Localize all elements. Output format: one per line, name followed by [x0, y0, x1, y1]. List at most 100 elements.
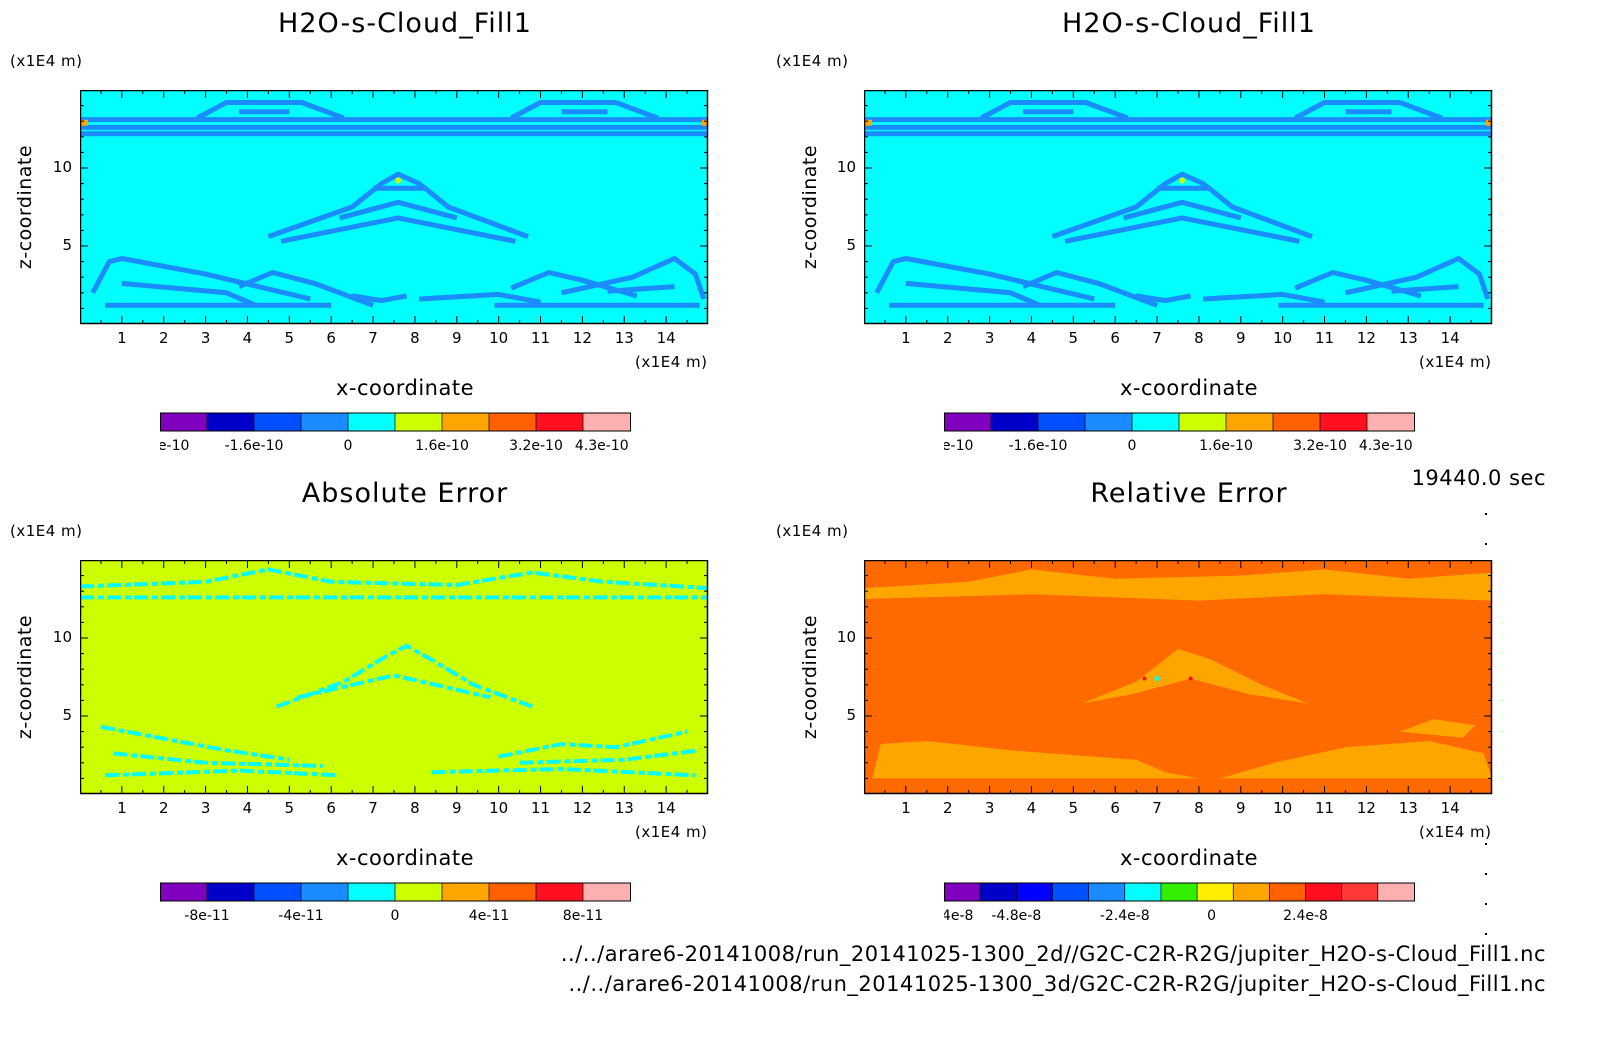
dot-marker	[1485, 543, 1487, 545]
x-tick-label: 10	[1273, 799, 1293, 817]
file-path-2d: ../../arare6-20141008/run_20141025-1300_…	[560, 942, 1546, 966]
colorbar-label: 2.4e-8	[1283, 908, 1328, 924]
colorbar-label: 0	[391, 908, 400, 924]
colorbar: -3.1e-10 -1.6e-10 0 1.6e-10 3.2e-10 4.3e-10	[160, 412, 631, 454]
contour-line	[80, 567, 709, 591]
field-patches	[864, 569, 1492, 779]
heatmap-plot	[80, 560, 709, 795]
colorbar-swatch	[207, 413, 255, 431]
dot-marker	[1485, 933, 1487, 935]
peak-marker	[1188, 676, 1193, 681]
colorbar-swatch	[1016, 883, 1053, 901]
edge-marker	[864, 119, 872, 126]
contour-line	[510, 100, 659, 121]
x-tick-label: 11	[530, 799, 551, 817]
contour-line	[905, 280, 1041, 308]
contour-line	[431, 766, 696, 778]
colorbar-swatch	[583, 883, 631, 901]
x-tick-label: 6	[1110, 329, 1120, 347]
colorbar-swatch	[536, 413, 584, 431]
chart-title: Absolute Error	[301, 478, 509, 509]
dot-marker	[1485, 903, 1487, 905]
colorbar-label: -4e-11	[278, 908, 323, 924]
x-tick-label: 6	[1110, 799, 1120, 817]
field-contours	[864, 100, 1492, 308]
contour-line	[1202, 291, 1325, 305]
colorbar-label: -3.1e-10	[944, 438, 973, 454]
colorbar-label: -2.4e-8	[1100, 908, 1150, 924]
colorbar-swatch	[1341, 883, 1379, 901]
colorbar-swatch	[160, 413, 208, 431]
contour-line	[338, 199, 458, 221]
field-patch	[1399, 719, 1476, 738]
colorbar-frame	[160, 882, 631, 902]
contour-line	[607, 284, 675, 294]
y-tick-label: 5	[846, 236, 856, 254]
contour-line	[196, 100, 345, 121]
y-unit-label: (x1E4 m)	[10, 52, 83, 70]
x-tick-label: 5	[1068, 799, 1079, 817]
colorbar: -6.64e-8 -4.8e-8 -2.4e-8 0 2.4e-8	[944, 882, 1415, 924]
contour-line	[1135, 293, 1192, 304]
x-tick-label: 11	[530, 329, 551, 347]
colorbar-swatch	[1160, 883, 1198, 901]
colorbar-swatch	[489, 413, 537, 431]
colorbar-swatch	[1320, 413, 1368, 431]
x-tick-label: 2	[158, 799, 169, 817]
contour-line	[560, 256, 707, 300]
y-tick-label: 5	[846, 706, 856, 724]
colorbar-swatch	[160, 883, 208, 901]
x-tick-label: 1	[117, 799, 127, 817]
colorbar-label: 4e-11	[469, 908, 509, 924]
x-tick-label: 9	[1236, 799, 1246, 817]
colorbar-swatch	[254, 883, 302, 901]
x-tick-label: 7	[1152, 329, 1162, 347]
colorbar-swatch	[301, 413, 349, 431]
colorbar-label: 0	[1207, 908, 1216, 924]
colorbar-swatch	[1052, 883, 1090, 901]
colorbar-label: 1.6e-10	[1199, 438, 1253, 454]
x-tick-label: 14	[1440, 329, 1460, 347]
chart-panel-bottom-right: Relative Error (x1E4 m) z-coordinate (x1…	[776, 470, 1584, 950]
colorbar-swatch	[1269, 883, 1307, 901]
field-patch	[1081, 648, 1308, 704]
colorbar-swatch	[1367, 413, 1415, 431]
field-patch	[864, 569, 1492, 601]
x-tick-label: 4	[242, 329, 253, 347]
x-tick-label: 7	[368, 329, 378, 347]
field-contours	[80, 100, 708, 308]
x-tick-label: 14	[656, 329, 676, 347]
time-stamp: 19440.0 sec	[1411, 466, 1546, 490]
dot-marker	[1485, 873, 1487, 875]
y-tick-label: 10	[52, 158, 72, 176]
colorbar-swatch	[980, 883, 1017, 901]
field-patch	[872, 741, 1199, 779]
contour-line	[1122, 199, 1242, 221]
x-tick-label: 13	[614, 799, 634, 817]
edge-marker	[1486, 119, 1492, 126]
x-axis-label: x-coordinate	[335, 846, 474, 870]
x-tick-label: 1	[901, 799, 911, 817]
colorbar-swatch	[1377, 883, 1415, 901]
x-unit-label: (x1E4 m)	[635, 823, 708, 841]
colorbar-swatch	[442, 883, 490, 901]
contour-line	[121, 280, 257, 308]
x-tick-label: 3	[200, 329, 211, 347]
colorbar-label: 0	[1128, 438, 1137, 454]
x-tick-label: 10	[1273, 329, 1293, 347]
x-tick-label: 11	[1314, 799, 1335, 817]
x-tick-label: 13	[1398, 799, 1418, 817]
x-tick-label: 1	[117, 329, 127, 347]
x-tick-label: 10	[489, 329, 509, 347]
colorbar-swatch	[991, 413, 1039, 431]
contour-line	[238, 270, 374, 308]
colorbar-swatch	[1273, 413, 1321, 431]
x-tick-label: 4	[1026, 329, 1037, 347]
colorbar-label: -3.1e-10	[160, 438, 189, 454]
x-tick-label: 8	[410, 799, 420, 817]
colorbar-label: 0	[344, 438, 353, 454]
contour-line	[980, 100, 1129, 121]
y-tick-label: 10	[836, 158, 856, 176]
colorbar-swatch	[1233, 883, 1270, 901]
dot-marker	[1485, 513, 1487, 515]
